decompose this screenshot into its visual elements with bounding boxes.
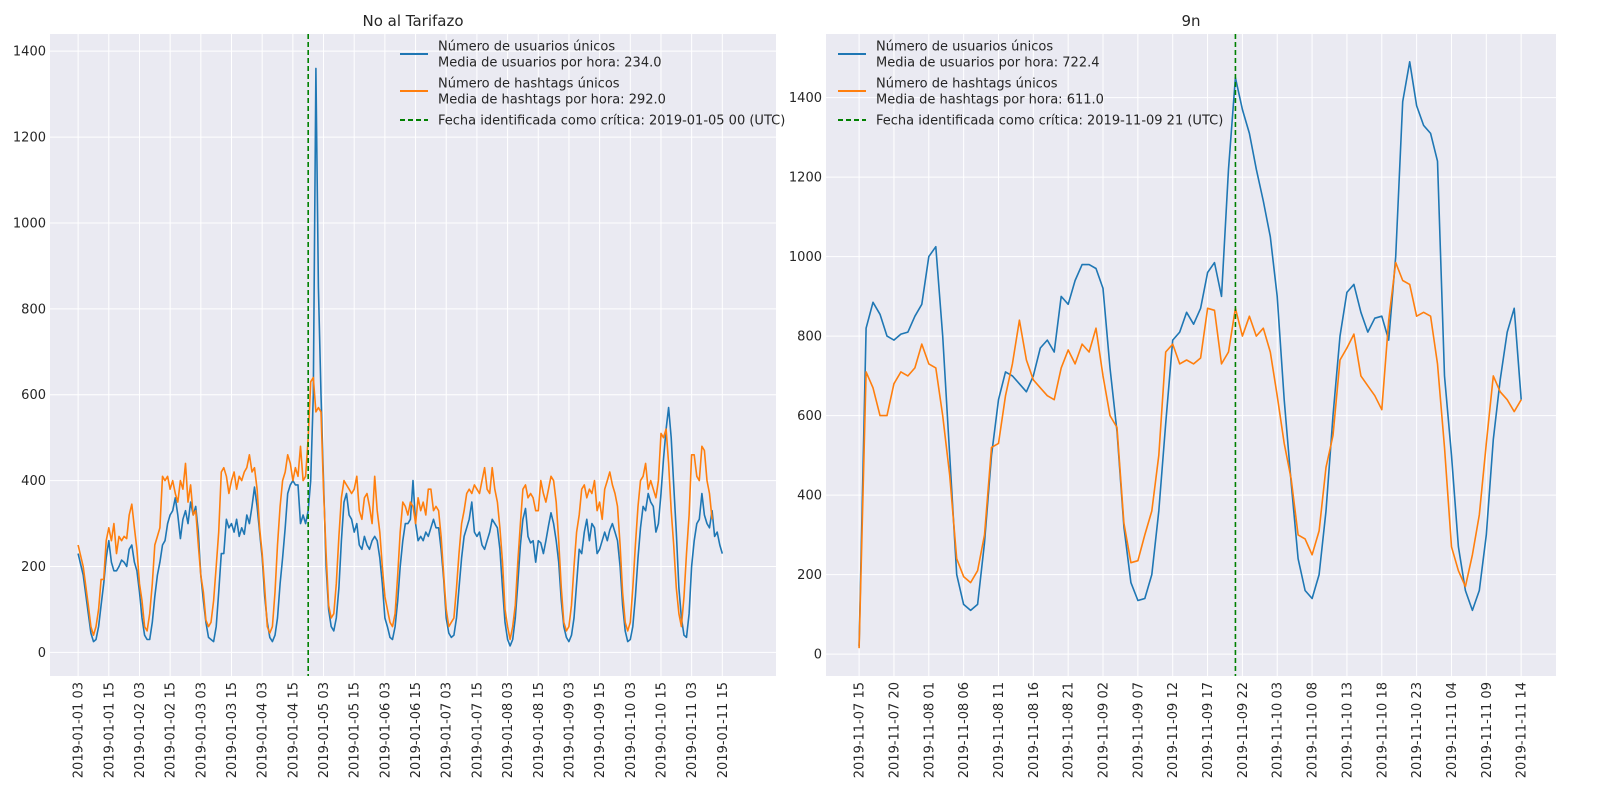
y-tick-label: 0 — [38, 646, 46, 661]
chart-panel-9n: 0 200 400 600 800 1000 1200 1400 2019-11-07 15 2… — [789, 12, 1556, 778]
x-tick-label: 2019-01-09 03 — [562, 682, 577, 778]
legend-entry-users: Número de usuarios únicos Media de usuari… — [838, 40, 1100, 71]
legend-entry-hashtags: Número de hashtags únicos Media de hashta… — [838, 77, 1104, 108]
x-tick-label: 2019-11-10 13 — [1340, 682, 1355, 778]
y-tick-label: 400 — [797, 489, 822, 504]
x-tick-label: 2019-11-09 17 — [1201, 682, 1216, 778]
legend-entry-hashtags: Número de hashtags únicos Media de hashta… — [400, 77, 666, 108]
y-tick-label: 1200 — [789, 171, 822, 186]
series-line-users — [858, 61, 1522, 647]
legend-entry-users: Número de usuarios únicos Media de usuari… — [400, 40, 662, 71]
legend-label: Número de hashtags únicos Media de hashta… — [438, 77, 666, 108]
x-tick-label: 2019-01-04 15 — [286, 682, 301, 778]
x-tick-label: 2019-01-08 03 — [501, 682, 516, 778]
x-tick-label: 2019-01-09 15 — [593, 682, 608, 778]
x-tick-label: 2019-01-08 15 — [532, 682, 547, 778]
legend-label: Número de usuarios únicos Media de usuari… — [876, 40, 1100, 71]
series-line-users — [77, 67, 724, 647]
x-tick-label: 2019-11-10 08 — [1306, 682, 1321, 778]
series-line-hashtags — [77, 376, 713, 641]
x-tick-label: 2019-11-08 16 — [1027, 682, 1042, 778]
x-tick-label: 2019-01-05 15 — [348, 682, 363, 778]
x-tick-label: 2019-11-08 06 — [957, 682, 972, 778]
y-tick-label: 1200 — [13, 131, 46, 146]
y-tick-label: 600 — [797, 409, 822, 424]
x-tick-label: 2019-11-07 20 — [887, 682, 902, 778]
y-tick-label: 1000 — [13, 216, 46, 231]
legend-entry-critical-date: Fecha identificada como crítica: 2019-01… — [400, 114, 785, 129]
x-tick-label: 2019-11-09 02 — [1097, 682, 1112, 778]
legend-entry-critical-date: Fecha identificada como crítica: 2019-11… — [838, 114, 1223, 129]
y-tick-label: 0 — [814, 648, 822, 663]
x-tick-label: 2019-01-07 03 — [440, 682, 455, 778]
x-tick-label: 2019-11-11 14 — [1515, 682, 1530, 778]
x-tick-label: 2019-01-10 15 — [654, 682, 669, 778]
x-tick-label: 2019-11-08 11 — [992, 682, 1007, 778]
legend-label: Fecha identificada como crítica: 2019-01… — [438, 114, 785, 129]
x-tick-label: 2019-11-08 21 — [1062, 682, 1077, 778]
y-tick-label: 200 — [797, 568, 822, 583]
x-tick-label: 2019-11-10 23 — [1410, 682, 1425, 778]
x-tick-label: 2019-01-04 03 — [256, 682, 271, 778]
x-tick-label: 2019-11-09 22 — [1236, 682, 1251, 778]
y-tick-label: 200 — [21, 560, 46, 575]
x-tick-label: 2019-11-10 03 — [1271, 682, 1286, 778]
legend: Número de usuarios únicos Media de usuari… — [838, 40, 1223, 129]
x-tick-label: 2019-01-10 03 — [624, 682, 639, 778]
x-tick-label: 2019-01-06 15 — [409, 682, 424, 778]
chart-title: No al Tarifazo — [362, 12, 463, 30]
y-tick-label: 400 — [21, 474, 46, 489]
chart-panel-no-al-tarifazo: 0 200 400 600 800 1000 1200 1400 2019-01-01 03 2… — [13, 12, 785, 778]
x-tick-label: 2019-01-03 03 — [194, 682, 209, 778]
x-tick-label: 2019-11-11 04 — [1445, 682, 1460, 778]
y-tick-label: 800 — [797, 330, 822, 345]
x-tick-label: 2019-01-07 15 — [470, 682, 485, 778]
x-tick-label: 2019-01-03 15 — [225, 682, 240, 778]
x-tick-label: 2019-01-11 03 — [685, 682, 700, 778]
plot-area — [826, 34, 1556, 676]
x-tick-label: 2019-11-09 07 — [1131, 682, 1146, 778]
plot-area — [50, 34, 776, 676]
y-tick-label: 1400 — [13, 45, 46, 60]
legend-label: Fecha identificada como crítica: 2019-11… — [876, 114, 1223, 129]
x-tick-label: 2019-11-09 12 — [1166, 682, 1181, 778]
legend-label: Número de hashtags únicos Media de hashta… — [876, 77, 1104, 108]
legend: Número de usuarios únicos Media de usuari… — [400, 40, 785, 129]
series-line-hashtags — [858, 261, 1522, 649]
chart-title: 9n — [1181, 12, 1200, 30]
x-tick-label: 2019-01-11 15 — [716, 682, 731, 778]
x-tick-label: 2019-01-01 15 — [102, 682, 117, 778]
x-tick-label: 2019-11-10 18 — [1375, 682, 1390, 778]
y-tick-label: 600 — [21, 388, 46, 403]
x-tick-label: 2019-01-05 03 — [317, 682, 332, 778]
x-tick-label: 2019-01-06 03 — [378, 682, 393, 778]
legend-label: Número de usuarios únicos Media de usuari… — [438, 40, 662, 71]
x-tick-label: 2019-11-11 09 — [1480, 682, 1495, 778]
x-tick-label: 2019-01-02 03 — [133, 682, 148, 778]
y-tick-label: 1400 — [789, 91, 822, 106]
x-tick-label: 2019-11-07 15 — [853, 682, 868, 778]
y-tick-label: 800 — [21, 302, 46, 317]
x-tick-label: 2019-01-01 03 — [72, 682, 87, 778]
x-tick-label: 2019-11-08 01 — [922, 682, 937, 778]
x-tick-label: 2019-01-02 15 — [164, 682, 179, 778]
y-tick-label: 1000 — [789, 250, 822, 265]
